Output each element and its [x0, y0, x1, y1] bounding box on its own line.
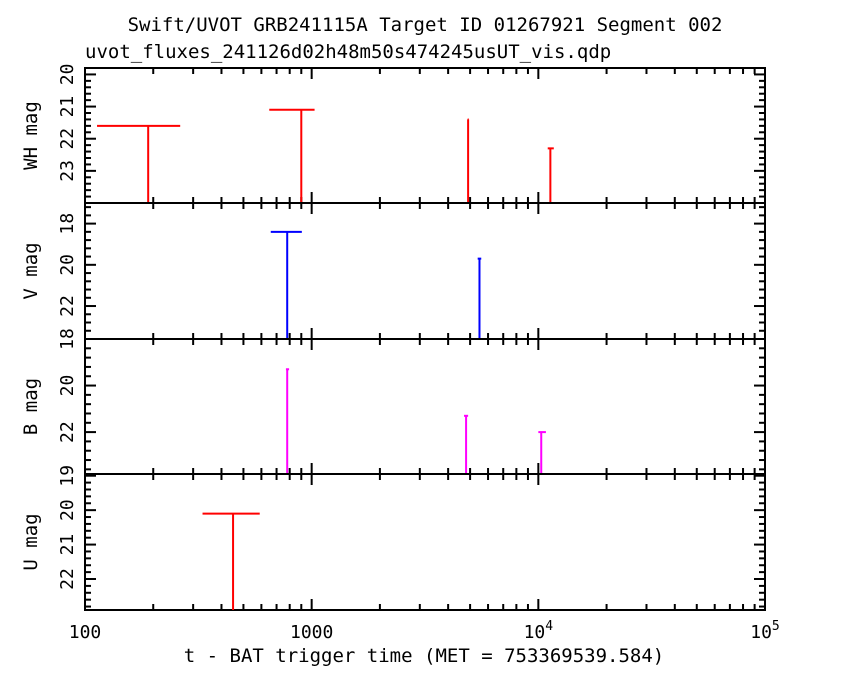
x-tick-label: 105: [750, 619, 780, 643]
panel-4: 19 20 21 22 U mag: [20, 465, 766, 611]
y-tick-label: 18: [57, 328, 78, 350]
x-tick-label: 100: [69, 622, 102, 643]
x-tick-label: 1000: [290, 622, 333, 643]
y-tick-label: 22: [57, 295, 78, 317]
y-tick-label: 20: [57, 375, 78, 397]
panel-2: 18 20 22 V mag: [20, 202, 766, 340]
data-point: [464, 414, 469, 474]
x-tick-label: 104: [524, 619, 554, 643]
x-tick-exponent: 4: [545, 619, 553, 634]
x-tick-exponent: 5: [772, 619, 780, 634]
data-point: [97, 124, 181, 203]
data-point: [547, 147, 554, 203]
y-tick-label: 21: [57, 96, 78, 118]
data-point: [467, 118, 470, 203]
panel-3: 18 20 22 B mag: [20, 328, 766, 475]
y-tick-label: 20: [57, 499, 78, 521]
y-tick-label: 20: [57, 254, 78, 276]
y-tick-label: 19: [57, 465, 78, 487]
data-point: [477, 257, 482, 339]
data-point: [202, 512, 260, 610]
y-tick-label: 22: [57, 568, 78, 590]
chart-title: Swift/UVOT GRB241115A Target ID 01267921…: [128, 14, 723, 36]
panel-frame: [84, 473, 766, 611]
chart-subtitle: uvot_fluxes_241126d02h48m50s474245usUT_v…: [85, 41, 611, 63]
panel-frame: [84, 338, 766, 475]
y-tick-label: 22: [57, 128, 78, 150]
y-tick-label: 23: [57, 160, 78, 182]
panel-frame: [84, 202, 766, 340]
data-point: [538, 431, 546, 474]
panels-group: 20 21 22 23 WH mag 18 20 22 V mag 18 20 22 B mag 19 20…: [20, 64, 766, 611]
data-point: [285, 368, 290, 474]
y-axis-label: WH mag: [20, 101, 42, 170]
y-tick-label: 22: [57, 421, 78, 443]
panel-frame: [84, 67, 766, 204]
y-axis-label: U mag: [20, 513, 42, 570]
x-tick-labels: 100 1000 104 105: [69, 619, 780, 643]
y-tick-label: 20: [57, 64, 78, 86]
data-point: [270, 230, 302, 339]
panel-1: 20 21 22 23 WH mag: [20, 64, 766, 204]
data-point: [269, 108, 315, 203]
y-tick-label: 18: [57, 213, 78, 235]
x-axis-label: t - BAT trigger time (MET = 753369539.58…: [184, 645, 664, 667]
y-tick-label: 21: [57, 534, 78, 556]
y-axis-label: B mag: [20, 378, 42, 435]
y-axis-label: V mag: [20, 242, 42, 299]
